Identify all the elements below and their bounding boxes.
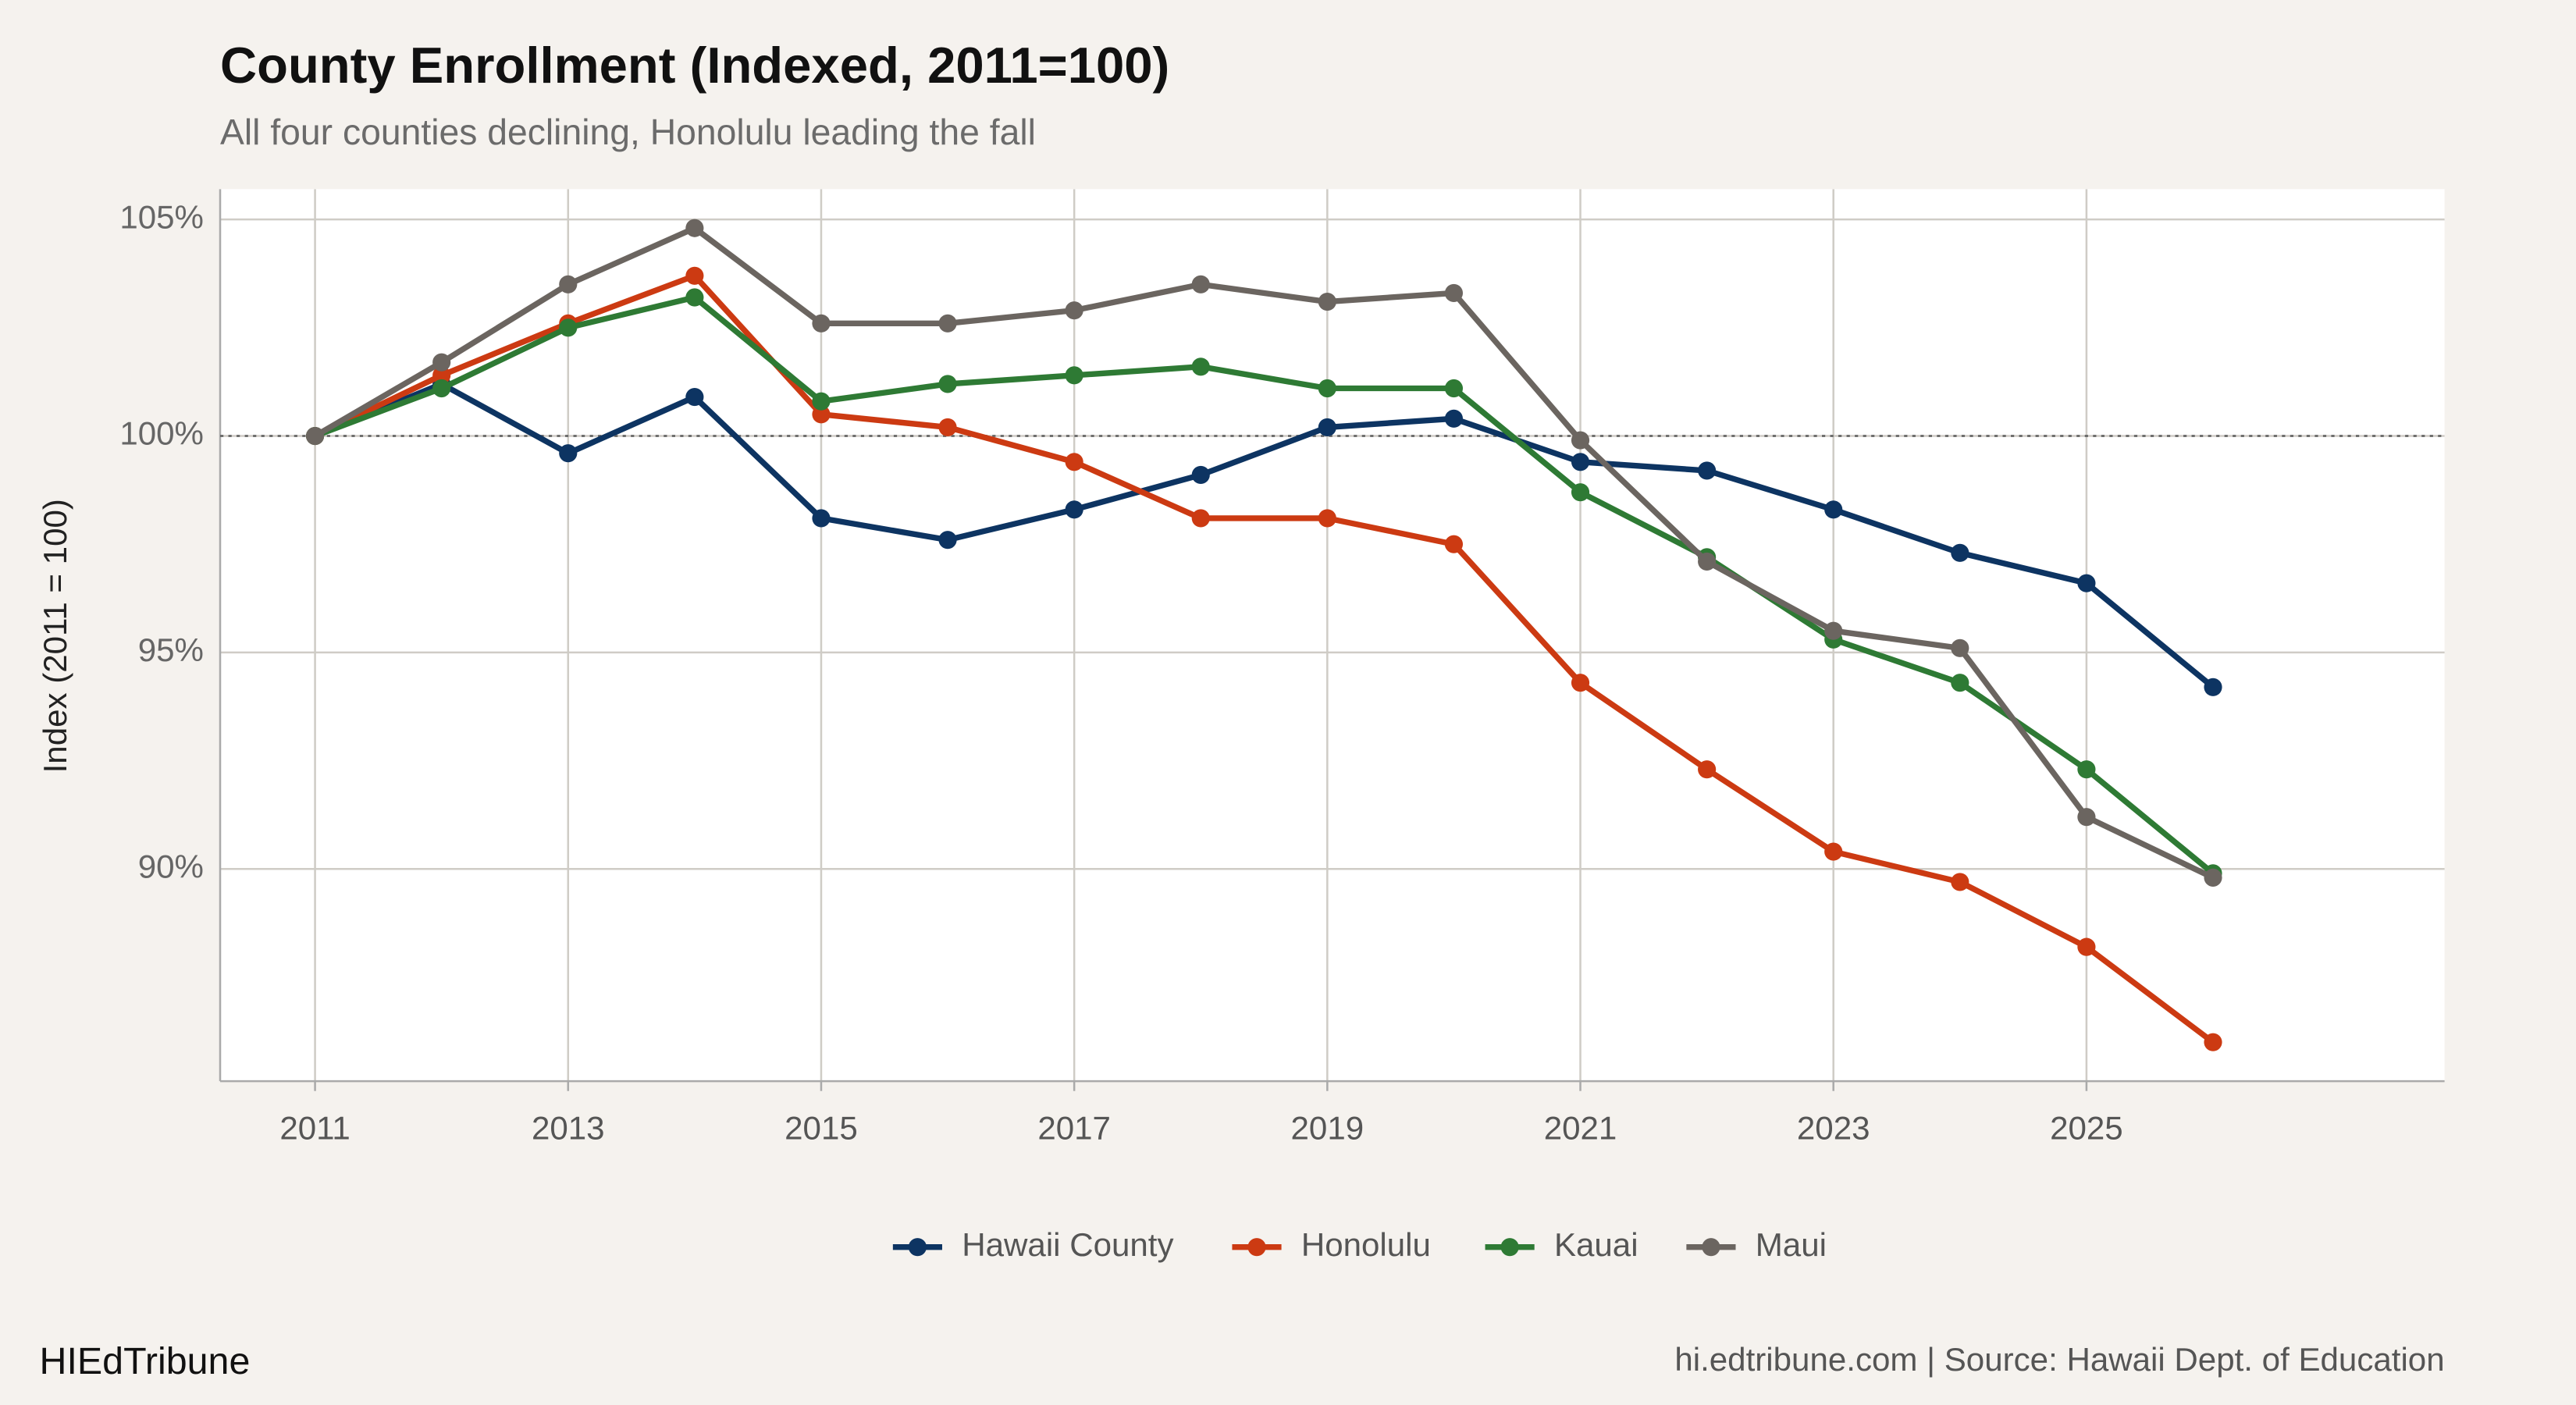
data-point: [812, 509, 831, 528]
data-point: [1571, 674, 1590, 692]
data-point: [1951, 543, 1969, 562]
x-tick-label: 2021: [1544, 1109, 1617, 1146]
data-point: [306, 426, 325, 446]
data-point: [812, 314, 831, 333]
chart-subtitle: All four counties declining, Honolulu le…: [220, 112, 1036, 152]
data-point: [1444, 409, 1464, 428]
data-point: [1318, 418, 1336, 437]
data-point: [685, 288, 704, 307]
data-point: [1318, 509, 1336, 528]
x-tick-label: 2015: [785, 1109, 858, 1146]
data-point: [1951, 873, 1969, 891]
data-point: [1318, 379, 1336, 398]
legend-label: Hawaii County: [962, 1226, 1173, 1263]
data-point: [559, 444, 578, 463]
data-point: [1444, 283, 1464, 303]
data-point: [1824, 500, 1843, 519]
data-point: [2077, 808, 2096, 827]
data-point: [1065, 366, 1083, 385]
data-point: [938, 418, 957, 437]
data-point: [1951, 638, 1969, 657]
chart-title: County Enrollment (Indexed, 2011=100): [220, 37, 1169, 94]
data-point: [1065, 500, 1083, 519]
data-point: [432, 379, 451, 398]
data-point: [1065, 301, 1083, 320]
x-tick-label: 2025: [2050, 1109, 2123, 1146]
data-point: [812, 405, 831, 424]
data-point: [812, 392, 831, 411]
y-tick-label: 100%: [119, 415, 204, 452]
y-tick-label: 105%: [119, 198, 204, 235]
series-line: [313, 272, 2215, 1045]
x-tick-label: 2013: [532, 1109, 605, 1146]
legend-label: Kauai: [1554, 1226, 1638, 1263]
data-point: [938, 314, 957, 333]
data-point: [685, 388, 704, 407]
legend-swatch-dot: [1500, 1238, 1519, 1257]
data-point: [432, 366, 451, 385]
data-point: [559, 318, 578, 337]
data-point: [1571, 431, 1590, 450]
data-point: [1191, 465, 1210, 485]
data-point: [938, 531, 957, 550]
data-point: [1824, 842, 1843, 861]
data-point: [1951, 674, 1969, 692]
data-point: [1191, 275, 1210, 293]
x-tick-label: 2011: [279, 1109, 350, 1146]
series-line: [313, 225, 2215, 880]
y-tick-label: 90%: [138, 848, 204, 884]
data-point: [1191, 509, 1210, 528]
data-point: [938, 375, 957, 393]
legend-swatch-dot: [908, 1238, 927, 1257]
data-point: [1191, 357, 1210, 376]
data-point: [2204, 678, 2222, 696]
data-point: [2077, 937, 2096, 956]
x-tick-label: 2023: [1797, 1109, 1870, 1146]
legend-label: Honolulu: [1301, 1226, 1431, 1263]
data-point: [1698, 760, 1717, 779]
x-tick-label: 2017: [1037, 1109, 1111, 1146]
data-point: [2204, 868, 2222, 887]
data-point: [2077, 574, 2096, 592]
y-axis-label: Index (2011 = 100): [37, 499, 73, 773]
x-tick-label: 2019: [1291, 1109, 1364, 1146]
data-point: [559, 275, 578, 293]
series-line: [314, 294, 2215, 876]
data-point: [1824, 621, 1843, 640]
data-point: [1318, 292, 1336, 311]
legend-swatch-dot: [1702, 1238, 1720, 1257]
data-point: [1065, 453, 1083, 471]
data-point: [2077, 760, 2096, 779]
data-point: [1698, 552, 1717, 571]
data-point: [1571, 453, 1590, 471]
data-point: [1444, 379, 1464, 398]
y-tick-label: 95%: [138, 631, 204, 668]
plot-panel: [220, 189, 2445, 1082]
series-line: [314, 381, 2215, 690]
data-point: [1698, 461, 1717, 480]
legend-swatch-dot: [1247, 1238, 1266, 1257]
data-point: [1444, 535, 1464, 553]
data-point: [432, 353, 451, 372]
source-note: hi.edtribune.com | Source: Hawaii Dept. …: [1674, 1341, 2444, 1378]
data-point: [685, 219, 704, 237]
data-point: [2204, 1033, 2222, 1051]
data-point: [685, 266, 704, 285]
legend-label: Maui: [1756, 1226, 1827, 1263]
brand: HIEdTribune: [40, 1340, 251, 1382]
data-point: [1571, 483, 1590, 502]
